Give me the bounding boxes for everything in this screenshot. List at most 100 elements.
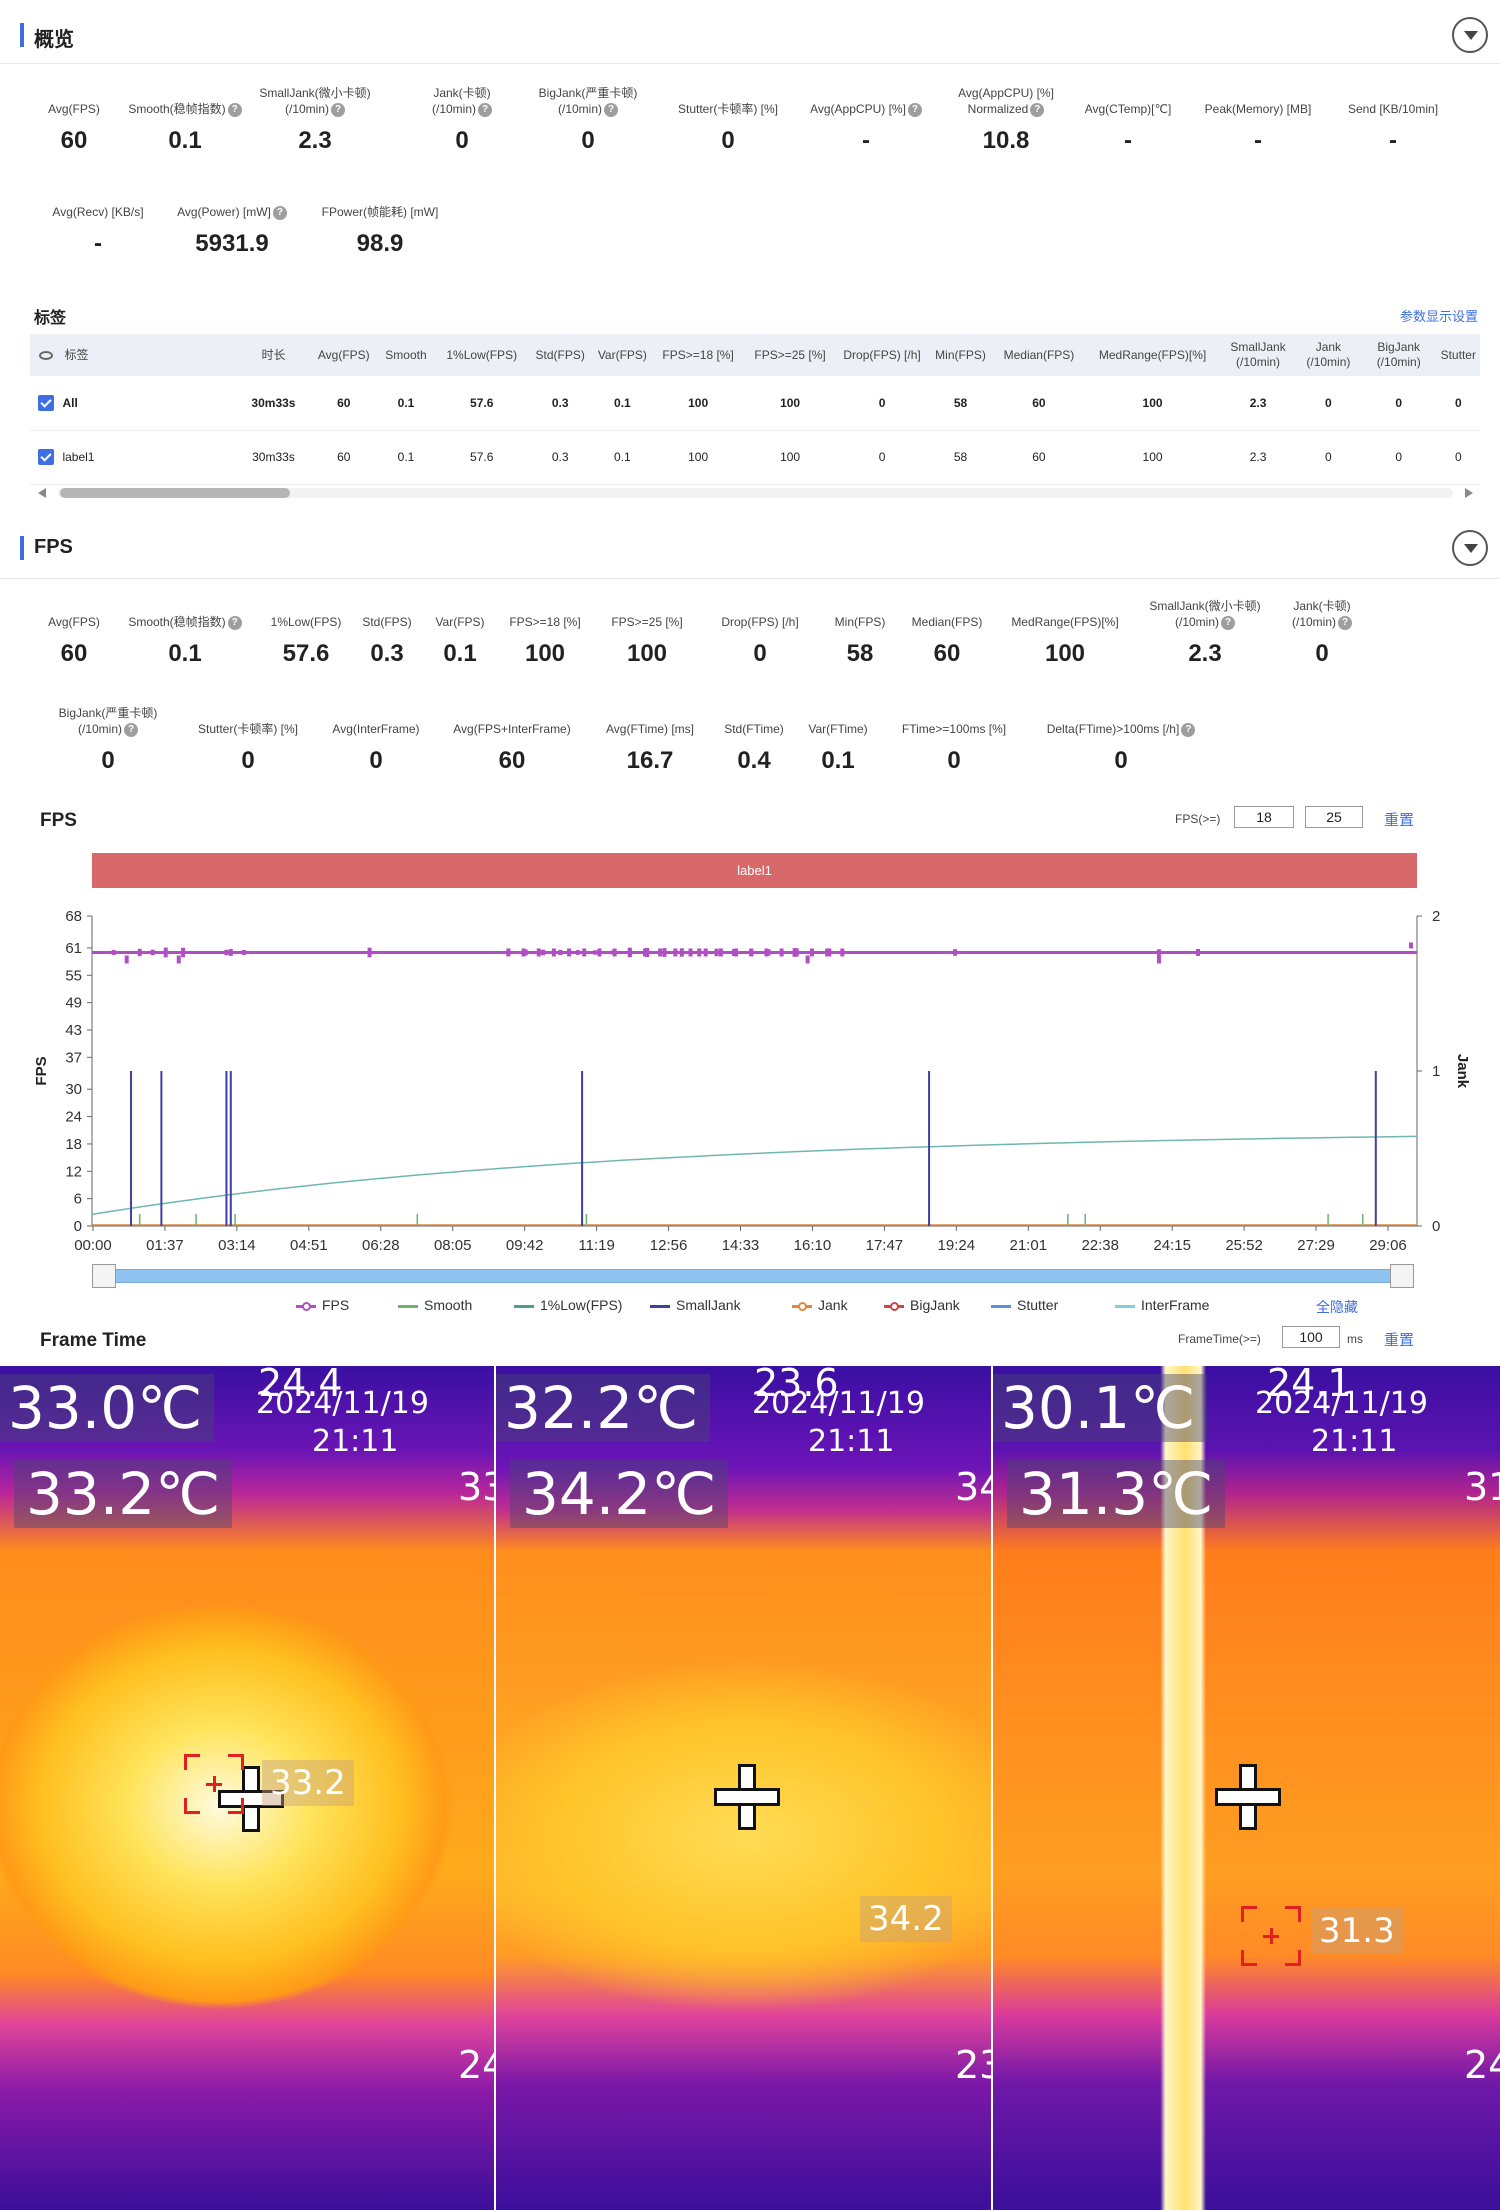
frame-time-reset-link[interactable]: 重置	[1384, 1332, 1415, 1349]
table-horizontal-scrollbar[interactable]	[38, 488, 1473, 498]
fps-point	[523, 949, 528, 956]
help-icon[interactable]: ?	[907, 102, 922, 117]
frame-time-threshold-input[interactable]: 100	[1282, 1326, 1340, 1348]
metric-value: 0.4	[737, 747, 771, 774]
help-icon[interactable]: ?	[1221, 615, 1235, 630]
eye-icon[interactable]	[39, 350, 54, 360]
help-icon[interactable]: ?	[331, 102, 345, 117]
help-icon[interactable]: ?	[272, 205, 287, 220]
fps-threshold-input-2[interactable]: 25	[1305, 806, 1363, 828]
param-display-settings-link[interactable]: 参数显示设置	[1399, 309, 1478, 324]
legend-label: FPS	[322, 1297, 350, 1313]
scroll-left-icon[interactable]	[38, 488, 46, 498]
legend-item[interactable]: 1%Low(FPS)	[514, 1297, 622, 1313]
fps-point	[597, 948, 602, 957]
table-cell: label1	[62, 430, 236, 485]
table-cell: 0	[836, 376, 929, 431]
label-band[interactable]: label1	[92, 853, 1417, 888]
overview-collapse-button[interactable]	[1452, 17, 1488, 53]
table-cell: 100	[1084, 376, 1221, 431]
column-header[interactable]: 1%Low(FPS)	[435, 334, 528, 376]
legend-item[interactable]: Jank	[792, 1297, 848, 1313]
table-row[interactable]: label1 30m33s 60 0.1 57.6 0.3 0.1 100 100 0 58 60 10…	[30, 430, 1480, 485]
time-range-slider[interactable]	[92, 1264, 1414, 1288]
column-header[interactable]: Stutter	[1436, 334, 1480, 376]
column-header[interactable]: Smooth	[376, 334, 436, 376]
overview-header: 概览	[0, 5, 1500, 65]
column-header[interactable]: Min(FPS)	[928, 334, 993, 376]
fps-point	[536, 948, 541, 957]
legend-item[interactable]: Smooth	[398, 1297, 472, 1313]
column-header[interactable]: Drop(FPS) [/h]	[836, 334, 929, 376]
column-header[interactable]: Var(FPS)	[592, 334, 653, 376]
fps-point	[228, 949, 233, 956]
table-cell: 0.3	[527, 376, 593, 431]
slider-left-handle[interactable]	[92, 1264, 116, 1288]
column-header[interactable]: MedRange(FPS)[%]	[1084, 334, 1221, 376]
row-checkbox[interactable]	[38, 449, 55, 465]
edge-temp-label: 34	[955, 1465, 991, 1509]
fps-point	[840, 948, 845, 957]
metric-value: 0	[753, 640, 767, 667]
column-header[interactable]: FPS>=25 [%]	[744, 334, 837, 376]
metric-label: Std(FTime)	[724, 722, 784, 736]
hide-all-link[interactable]: 全隐藏	[1316, 1299, 1358, 1315]
column-header[interactable]: 时长	[235, 334, 312, 376]
legend-item[interactable]: BigJank	[884, 1297, 960, 1313]
legend-item[interactable]: InterFrame	[1115, 1297, 1209, 1313]
column-header[interactable]: Avg(FPS)	[311, 334, 377, 376]
legend-label: Smooth	[424, 1297, 473, 1313]
help-icon[interactable]: ?	[1030, 102, 1045, 117]
column-header[interactable]: Median(FPS)	[992, 334, 1085, 376]
slider-track[interactable]	[92, 1269, 1414, 1283]
help-icon[interactable]: ?	[124, 722, 138, 737]
metric-value: 0	[721, 127, 735, 154]
x-tick-label: 17:47	[866, 1237, 904, 1254]
fps-collapse-button[interactable]	[1452, 530, 1488, 566]
table-cell: 60	[311, 376, 377, 431]
help-icon[interactable]: ?	[478, 102, 492, 117]
fps-reset-link[interactable]: 重置	[1384, 812, 1415, 829]
column-header[interactable]: BigJank (/10min)	[1360, 334, 1437, 376]
help-icon[interactable]: ?	[227, 615, 242, 630]
scroll-track[interactable]	[58, 488, 1453, 498]
metric-label: Avg(FPS)	[48, 102, 100, 116]
column-header[interactable]: Std(FPS)	[527, 334, 593, 376]
legend-item[interactable]: SmallJank	[650, 1297, 741, 1313]
metric-label: BigJank(严重卡顿) (/10min)?	[538, 86, 638, 117]
slider-right-handle[interactable]	[1390, 1264, 1414, 1288]
metric: FPS>=18 [%] 100	[475, 598, 615, 668]
metric-value: 60	[60, 127, 88, 154]
column-header[interactable]: 标签	[62, 334, 236, 376]
column-header[interactable]: SmallJank (/10min)	[1220, 334, 1296, 376]
table-row[interactable]: All 30m33s 60 0.1 57.6 0.3 0.1 100 100 0 58 60 100 2.…	[30, 376, 1480, 431]
spot-temp-label: 33.2	[262, 1760, 354, 1806]
scroll-right-icon[interactable]	[1465, 488, 1473, 498]
metric: FPS>=25 [%] 100	[577, 598, 717, 668]
crosshair-icon	[1215, 1764, 1281, 1830]
fps-point	[679, 948, 684, 957]
help-icon[interactable]: ?	[604, 102, 618, 117]
legend-item[interactable]: FPS	[296, 1297, 349, 1313]
help-icon[interactable]: ?	[227, 102, 242, 117]
table-cell: All	[62, 376, 236, 431]
metric: Std(FTime) 0.4	[674, 705, 834, 775]
metric: Delta(FTime)>100ms [/h]? 0	[1041, 705, 1201, 775]
fps-point	[124, 955, 129, 964]
x-tick-label: 19:24	[938, 1237, 976, 1254]
column-header[interactable]: FPS>=18 [%]	[652, 334, 745, 376]
table-cell: 0.1	[592, 430, 653, 485]
help-icon[interactable]: ?	[1181, 722, 1196, 737]
section-accent-bar	[20, 536, 24, 560]
row-checkbox[interactable]	[38, 394, 55, 411]
section-accent-bar	[20, 23, 24, 47]
metric: Smooth(稳帧指数)? 0.1	[110, 85, 260, 155]
scroll-thumb[interactable]	[60, 488, 290, 498]
column-header[interactable]: Jank (/10min)	[1295, 334, 1361, 376]
edge-temp-label: 24.4	[258, 1366, 343, 1405]
help-icon[interactable]: ?	[1338, 615, 1352, 630]
fps-threshold-input-1[interactable]: 18	[1234, 806, 1294, 828]
spot-temp-label: 31.3	[1311, 1908, 1403, 1954]
metric: Min(FPS) 58	[790, 598, 930, 668]
legend-item[interactable]: Stutter	[991, 1297, 1058, 1313]
